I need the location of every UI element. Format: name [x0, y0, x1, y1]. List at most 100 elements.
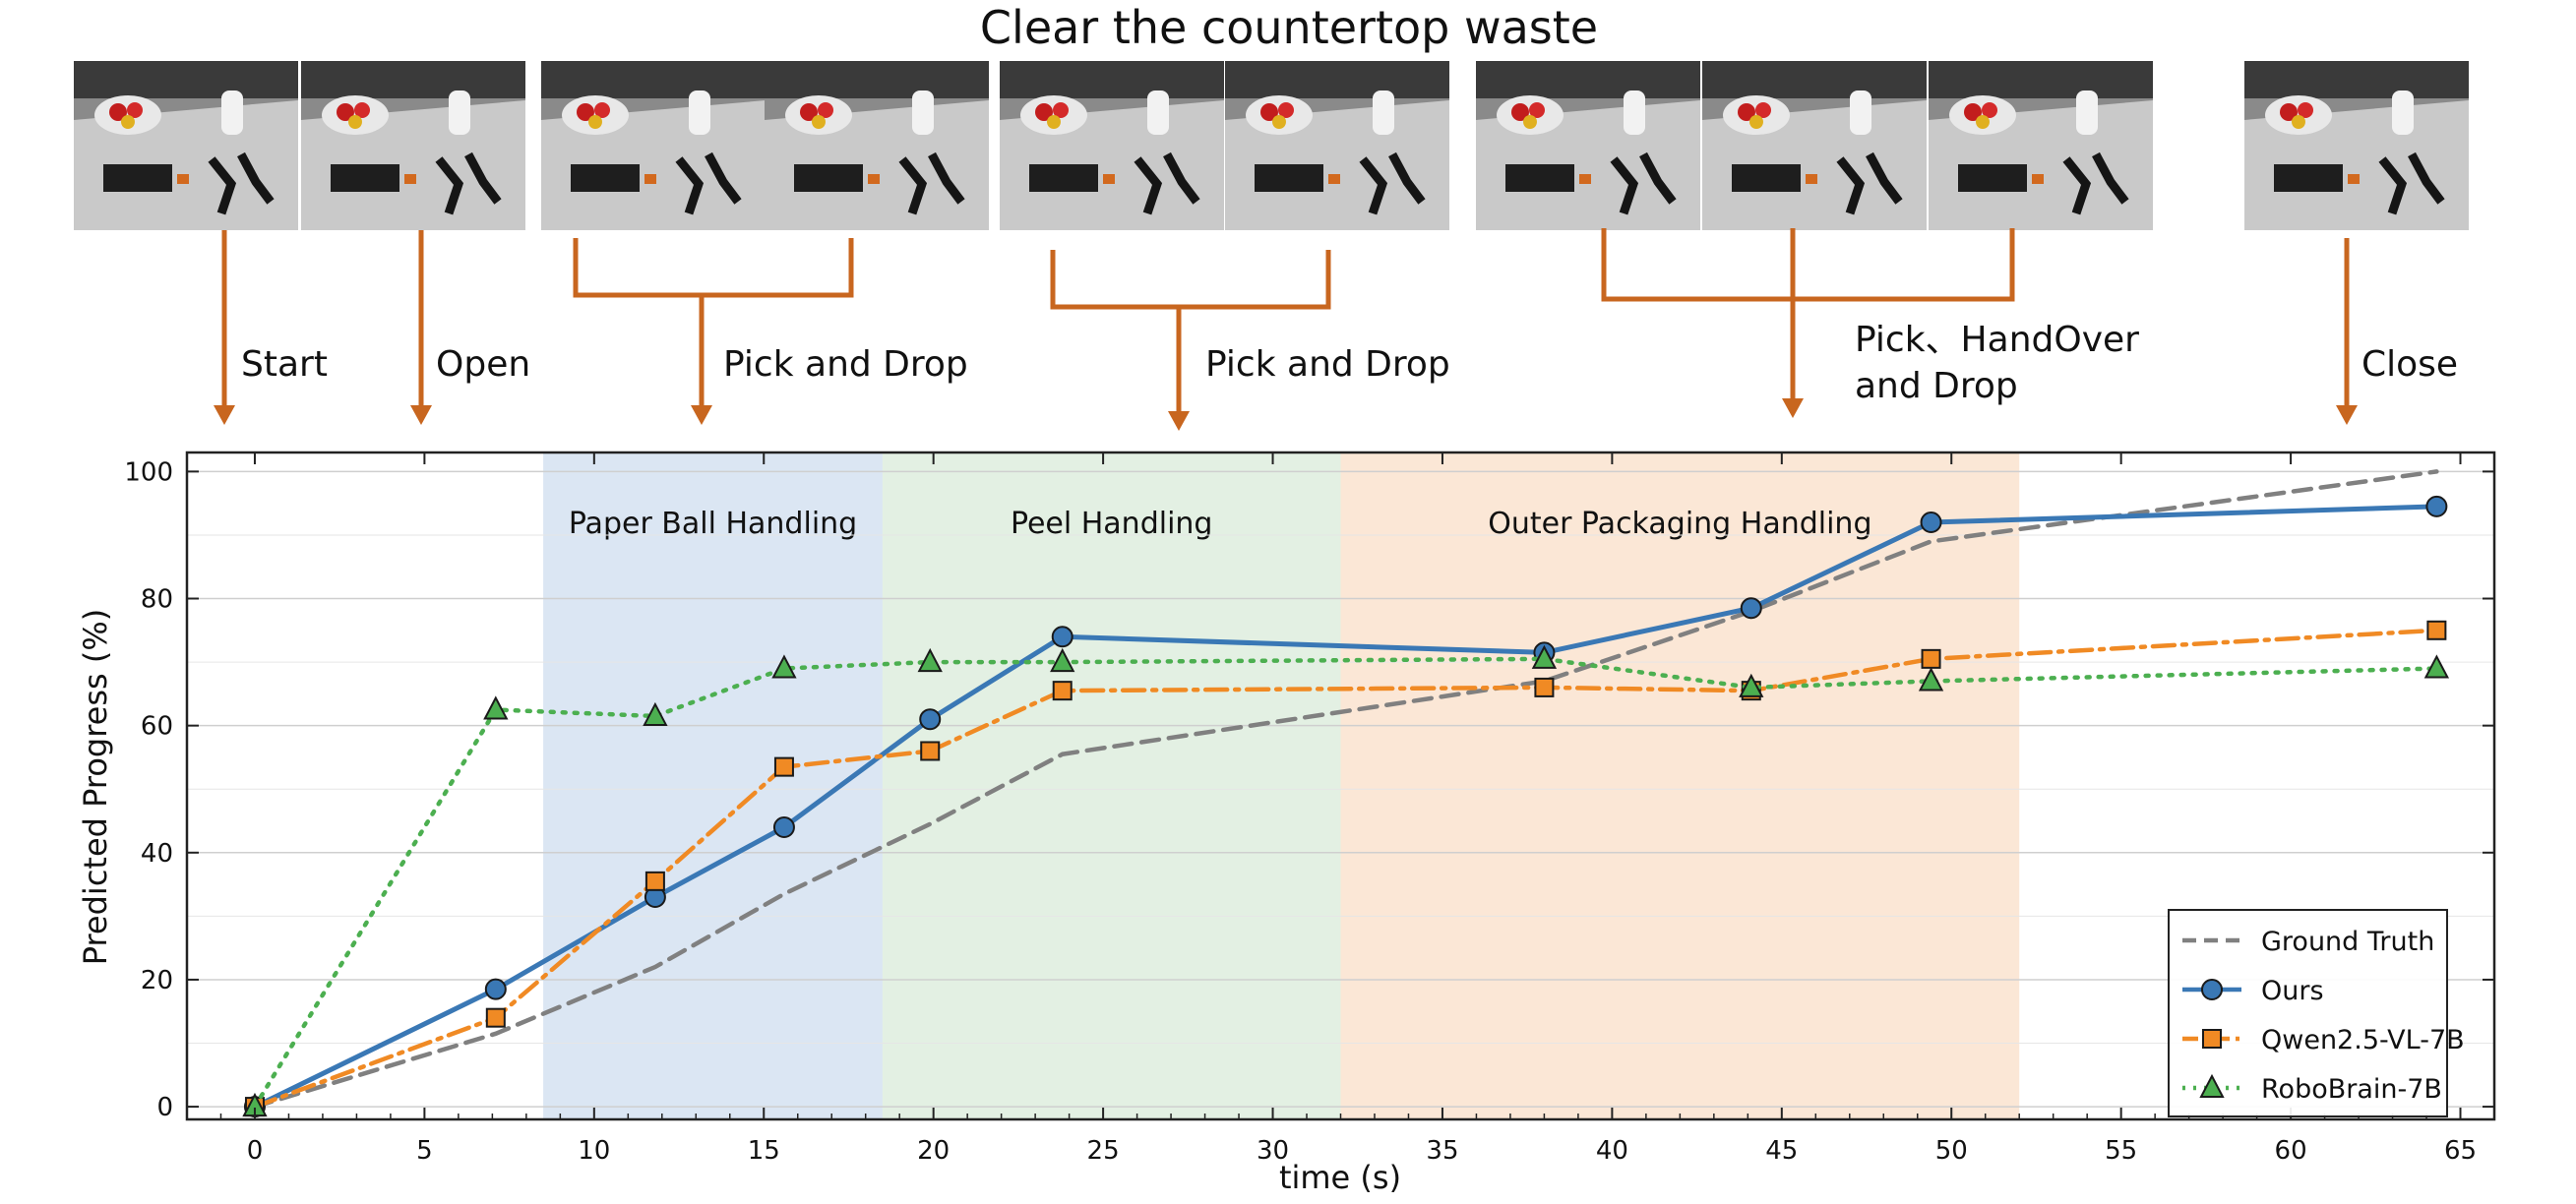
series-robobrain-7b [242, 644, 2450, 1117]
y-tick-label: 40 [141, 839, 173, 869]
phase-label-pick2: Pick and Drop [1205, 344, 1450, 385]
point-triangle [1739, 673, 1764, 697]
series-layer [242, 469, 2450, 1118]
robot-gripper [1255, 164, 1323, 192]
point-triangle [1531, 644, 1558, 669]
x-tick-label: 35 [1426, 1136, 1458, 1166]
point-square [1052, 681, 1073, 701]
region-label: Outer Packaging Handling [1488, 507, 1871, 541]
phase-label-open: Open [436, 344, 530, 385]
phase-arrows [214, 228, 2358, 431]
point-square [1534, 677, 1555, 697]
point-circle [2201, 979, 2223, 1000]
arrow-head [1168, 411, 1190, 431]
phase-region [543, 452, 883, 1119]
y-tick-label: 80 [141, 585, 173, 615]
point-circle [2425, 495, 2448, 517]
robot-gripper [1732, 164, 1801, 192]
robot-gripper [1958, 164, 2027, 192]
phase-label-close: Close [2361, 344, 2458, 385]
series-line [252, 469, 2439, 1110]
arrow-head [214, 405, 235, 425]
progress-chart: Paper Ball Handling Peel Handling Outer Pa… [77, 451, 2496, 1196]
kettle [2076, 90, 2098, 135]
x-tick-label: 45 [1765, 1136, 1798, 1166]
point-triangle [917, 647, 943, 673]
kettle [912, 90, 934, 135]
phase-label-pick3-line1: Pick、HandOver [1855, 320, 2139, 360]
y-tick-label: 100 [124, 457, 173, 487]
robot-arm [208, 151, 275, 215]
point-circle [1051, 626, 1073, 648]
point-triangle [643, 701, 668, 726]
phase-region [1340, 452, 2020, 1119]
frame-thumbnail [301, 61, 525, 230]
bracket [573, 238, 854, 298]
point-square [1921, 648, 1941, 669]
frame-thumbnail [74, 61, 298, 230]
robot-gripper [331, 164, 399, 192]
region-label: Peel Handling [1011, 507, 1213, 541]
x-tick-label: 50 [1935, 1136, 1968, 1166]
legend-label: Ours [2261, 976, 2324, 1006]
robot-arm [898, 151, 965, 215]
kettle [689, 90, 710, 135]
point-square [644, 871, 665, 891]
x-tick-label: 5 [416, 1136, 433, 1166]
arrow-head [2336, 405, 2358, 425]
point-circle [484, 978, 507, 1000]
series-line [252, 628, 2439, 1110]
robot-gripper [2274, 164, 2343, 192]
point-circle [1920, 512, 1942, 534]
robot-arm [1134, 151, 1200, 215]
point-circle [1740, 597, 1762, 620]
x-tick-label: 30 [1257, 1136, 1289, 1166]
series-line [252, 504, 2439, 1110]
point-triangle [1918, 667, 1944, 692]
x-tick-label: 40 [1596, 1136, 1628, 1166]
x-tick-label: 15 [748, 1136, 780, 1166]
frame-thumbnail [1000, 61, 1224, 230]
legend-entry: Qwen2.5-VL-7B [2182, 1025, 2465, 1055]
robot-gripper [1029, 164, 1098, 192]
x-tick-label: 65 [2444, 1136, 2477, 1166]
legend: Ground Truth Ours Qwen2.5-VL-7B RoboBrain-7… [2168, 909, 2465, 1117]
bracket [1601, 228, 2015, 302]
arrow-head [691, 405, 712, 425]
legend-label: Ground Truth [2261, 927, 2434, 957]
x-tick-label: 20 [917, 1136, 950, 1166]
y-axis-label: Predicted Progress (%) [77, 609, 114, 966]
x-tick-label: 60 [2275, 1136, 2307, 1166]
arrow-head [410, 405, 432, 425]
frame-thumbnail [1476, 61, 1700, 230]
grid [187, 470, 2494, 1108]
series-ground-truth [252, 469, 2439, 1110]
y-tick-label: 60 [141, 712, 173, 742]
point-triangle [2423, 654, 2450, 679]
x-tick-label: 55 [2105, 1136, 2137, 1166]
kettle [449, 90, 470, 135]
figure-title: Clear the countertop waste [980, 1, 1598, 54]
legend-entry: RoboBrain-7B [2182, 1073, 2442, 1105]
kettle [1147, 90, 1169, 135]
robot-arm [1836, 151, 1903, 215]
robot-gripper [571, 164, 640, 192]
point-square [773, 756, 794, 777]
robot-arm [1359, 151, 1426, 215]
x-ticks: 0 5 10 15 20 25 30 35 40 45 50 55 60 65 [219, 452, 2495, 1166]
legend-entry: Ground Truth [2182, 927, 2434, 957]
x-axis-label: time (s) [1279, 1159, 1401, 1196]
point-square [2202, 1029, 2222, 1049]
robot-arm [2378, 151, 2445, 215]
point-triangle [2199, 1073, 2225, 1098]
region-label: Paper Ball Handling [569, 507, 857, 541]
legend-label: RoboBrain-7B [2261, 1074, 2442, 1105]
y-tick-label: 0 [156, 1093, 173, 1122]
robot-gripper [103, 164, 172, 192]
frame-thumbnail [765, 61, 989, 230]
point-triangle [1050, 647, 1075, 673]
robot-arm [1610, 151, 1677, 215]
point-square [920, 741, 941, 761]
point-circle [772, 815, 795, 838]
